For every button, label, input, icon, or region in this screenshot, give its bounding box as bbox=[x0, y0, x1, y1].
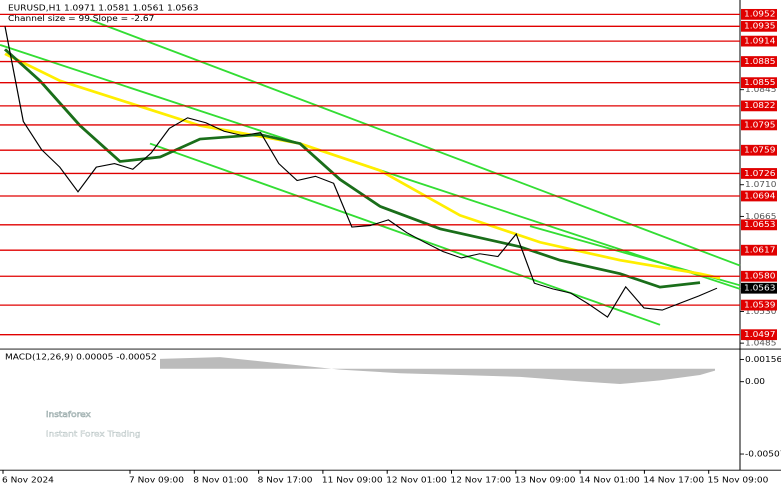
level-label: 1.0580 bbox=[744, 272, 775, 281]
chart-title: EURUSD,H1 1.0971 1.0581 1.0561 1.0563 bbox=[8, 4, 198, 13]
moving-average bbox=[4, 52, 721, 280]
x-tick-label: 15 Nov 09:00 bbox=[708, 476, 769, 485]
y-tick-label: 1.0845 bbox=[745, 85, 776, 94]
macd-tick-label: -0.00507 bbox=[745, 450, 781, 459]
level-box bbox=[741, 299, 777, 311]
x-tick-label: 12 Nov 01:00 bbox=[386, 476, 447, 485]
y-tick-label: 1.0710 bbox=[745, 180, 776, 189]
macd-tick-label: 0.00 bbox=[745, 377, 765, 386]
level-label: 1.0795 bbox=[744, 121, 775, 130]
x-tick-label: 13 Nov 09:00 bbox=[515, 476, 576, 485]
level-box bbox=[741, 168, 777, 179]
level-label: 1.0914 bbox=[744, 37, 775, 46]
level-box bbox=[741, 270, 777, 282]
watermark-tagline: Instant Forex Trading bbox=[46, 430, 141, 439]
level-box bbox=[741, 244, 777, 256]
moving-average bbox=[3, 48, 701, 289]
level-box bbox=[741, 77, 777, 89]
current-price-label: 1.0563 bbox=[744, 284, 775, 293]
logo-icon bbox=[7, 398, 43, 431]
level-label: 1.0726 bbox=[744, 169, 775, 178]
level-label: 1.0855 bbox=[744, 78, 775, 87]
level-box bbox=[741, 144, 777, 156]
y-tick-label: 1.0530 bbox=[745, 307, 776, 316]
level-label: 1.0759 bbox=[744, 146, 775, 155]
current-price-box bbox=[741, 282, 777, 294]
level-box bbox=[741, 100, 777, 112]
macd-histogram bbox=[160, 357, 715, 385]
level-label: 1.0822 bbox=[744, 102, 775, 111]
x-tick-label: 14 Nov 01:00 bbox=[579, 476, 640, 485]
level-label: 1.0653 bbox=[744, 221, 775, 230]
level-box bbox=[741, 119, 777, 131]
chart-subtitle: Channel size = 99 Slope = -2.67 bbox=[8, 15, 154, 24]
watermark-name: instaforex bbox=[46, 410, 91, 419]
level-box bbox=[741, 8, 777, 20]
level-label: 1.0694 bbox=[744, 192, 775, 201]
y-tick-label: 1.0485 bbox=[745, 339, 776, 348]
macd-tick-label: 0.00156 bbox=[745, 355, 781, 364]
x-tick-label: 8 Nov 01:00 bbox=[193, 476, 248, 485]
x-tick-label: 6 Nov 2024 bbox=[2, 476, 54, 485]
x-tick-label: 11 Nov 09:00 bbox=[322, 476, 383, 485]
level-label: 1.0617 bbox=[744, 246, 775, 255]
level-box bbox=[741, 20, 777, 32]
x-tick-label: 14 Nov 17:00 bbox=[643, 476, 704, 485]
level-label: 1.0497 bbox=[744, 330, 775, 339]
level-box bbox=[741, 56, 777, 67]
x-tick-label: 7 Nov 09:00 bbox=[129, 476, 184, 485]
level-box bbox=[741, 35, 777, 47]
level-label: 1.0935 bbox=[744, 22, 775, 31]
x-tick-label: 8 Nov 17:00 bbox=[258, 476, 313, 485]
level-label: 1.0885 bbox=[744, 57, 775, 66]
level-label: 1.0539 bbox=[744, 301, 775, 310]
level-box bbox=[741, 329, 777, 341]
x-tick-label: 12 Nov 17:00 bbox=[451, 476, 512, 485]
level-box bbox=[741, 190, 777, 202]
macd-label: MACD(12,26,9) 0.00005 -0.00052 bbox=[5, 353, 157, 362]
y-tick-label: 1.0665 bbox=[745, 212, 776, 221]
price-line bbox=[4, 26, 718, 318]
level-box bbox=[741, 219, 777, 231]
level-label: 1.0952 bbox=[744, 10, 775, 19]
watermark: instaforex Instant Forex Trading bbox=[7, 398, 141, 440]
